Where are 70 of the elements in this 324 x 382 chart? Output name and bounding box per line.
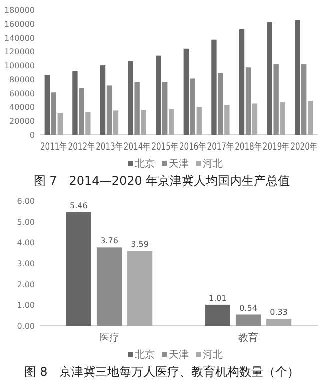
bar bbox=[168, 109, 174, 135]
text: 图 7 2014—2020 年京津冀人均国内生产总值 bbox=[34, 174, 290, 188]
bar bbox=[58, 113, 63, 135]
x-tick-label: 2020年 bbox=[290, 141, 324, 153]
legend-label: 北京 bbox=[135, 349, 155, 361]
bar bbox=[218, 73, 224, 135]
bar bbox=[66, 212, 92, 326]
bar bbox=[308, 100, 314, 135]
bar bbox=[190, 78, 196, 135]
y-tick-label: 2.00 bbox=[17, 280, 35, 290]
data-label: 5.46 bbox=[70, 201, 88, 210]
bar bbox=[141, 110, 146, 135]
y-tick-label: 3.00 bbox=[17, 260, 35, 268]
legend-label: 河北 bbox=[203, 349, 223, 361]
y-tick-label: 60000 bbox=[10, 89, 35, 98]
bar bbox=[184, 48, 190, 135]
bar bbox=[72, 71, 78, 135]
data-label: 0.33 bbox=[270, 308, 288, 318]
data-label: 1.01 bbox=[209, 294, 227, 303]
y-tick-label: 80000 bbox=[10, 75, 35, 84]
bar bbox=[134, 82, 140, 135]
x-tick-label: 医疗 bbox=[100, 332, 120, 344]
bar bbox=[106, 86, 112, 135]
bar bbox=[205, 304, 230, 326]
legend-label: 北京 bbox=[135, 158, 155, 170]
y-tick-label: 180000 bbox=[4, 6, 35, 15]
y-tick-label: 4.00 bbox=[17, 238, 35, 248]
legend-label: 天津 bbox=[169, 349, 189, 361]
bar bbox=[79, 88, 84, 135]
y-tick-label: 5.00 bbox=[17, 218, 35, 227]
bar bbox=[302, 64, 307, 135]
y-tick-label: 140000 bbox=[4, 34, 35, 43]
bar bbox=[266, 319, 292, 326]
legend-label: 河北 bbox=[203, 158, 223, 170]
data-label: 3.76 bbox=[100, 236, 118, 246]
data-label: 0.54 bbox=[240, 304, 258, 313]
y-tick-label: 0.00 bbox=[17, 322, 35, 331]
data-label: 3.59 bbox=[131, 240, 149, 250]
bar bbox=[128, 61, 134, 135]
bar bbox=[224, 105, 230, 135]
text: 图 8 京津冀三地每万人医疗、教育机构数量（个） bbox=[24, 365, 300, 379]
bar bbox=[100, 66, 106, 135]
bar bbox=[295, 20, 300, 135]
y-tick-label: 100000 bbox=[4, 62, 35, 71]
bar bbox=[86, 112, 91, 135]
x-tick-label: 教育 bbox=[238, 332, 258, 344]
bar bbox=[246, 68, 252, 135]
y-tick-label: 40000 bbox=[10, 103, 35, 112]
bar bbox=[162, 82, 168, 135]
y-tick-label: 1.00 bbox=[17, 301, 35, 310]
bar bbox=[236, 314, 262, 326]
bar bbox=[267, 22, 272, 135]
bar bbox=[44, 75, 50, 135]
bar bbox=[51, 92, 56, 135]
bar bbox=[156, 56, 162, 135]
bar bbox=[252, 104, 258, 135]
y-tick-label: 0 bbox=[30, 131, 35, 140]
bar bbox=[239, 29, 245, 135]
y-tick-label: 120000 bbox=[4, 48, 35, 57]
bar bbox=[113, 110, 119, 135]
bar bbox=[280, 102, 286, 135]
bar bbox=[96, 248, 122, 326]
legend-label: 天津 bbox=[169, 158, 189, 170]
bar bbox=[128, 251, 153, 326]
y-tick-label: 6.00 bbox=[17, 197, 35, 206]
bar bbox=[274, 64, 279, 135]
bar bbox=[196, 107, 202, 135]
y-tick-label: 20000 bbox=[10, 117, 35, 126]
y-tick-label: 160000 bbox=[4, 20, 35, 29]
bar bbox=[212, 40, 217, 135]
